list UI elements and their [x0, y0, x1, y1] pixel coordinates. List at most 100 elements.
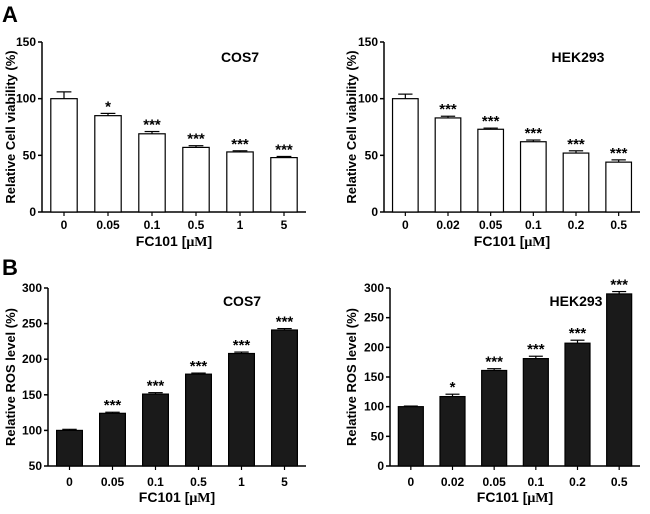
x-tick-label: 0: [402, 218, 409, 232]
bar: [98, 412, 126, 467]
y-tick-label: 0: [29, 205, 36, 219]
x-tick-label: 0.5: [188, 218, 205, 232]
significance-label: ***: [276, 314, 294, 331]
y-axis-label: Relative Cell viability (%): [344, 50, 359, 203]
x-axis-label: FC101 [μM]: [139, 489, 215, 506]
bar: [271, 329, 299, 467]
panel-label-b: B: [2, 255, 18, 280]
y-tick-label: 50: [29, 459, 43, 473]
chart-title: HEK293: [552, 49, 605, 65]
y-tick-label: 150: [16, 35, 36, 49]
x-axis-label-prefix: FC101 [: [136, 233, 187, 249]
chart-title: COS7: [221, 49, 259, 65]
bar: [185, 373, 213, 467]
bar: [391, 98, 419, 213]
x-tick-label: 0.02: [441, 475, 465, 489]
bar: [605, 161, 633, 213]
significance-label: ***: [567, 136, 585, 153]
y-tick-label: 250: [22, 317, 42, 331]
x-axis-label-suffix: ]: [549, 489, 554, 505]
bar: [270, 157, 298, 213]
bar: [397, 406, 424, 467]
x-tick-label: 0.05: [479, 218, 503, 232]
y-tick-label: 100: [16, 92, 36, 106]
significance-label: ***: [190, 358, 208, 375]
y-tick-label: 0: [377, 459, 384, 473]
significance-label: *: [450, 379, 456, 396]
chart-1: 0 50 100 150 0 0.05 * 0.1 *** 0.5 *** 1 *** 5 *** COS7 F…: [3, 35, 306, 250]
x-axis-label-suffix: ]: [546, 233, 551, 249]
x-tick-label: 0.1: [144, 218, 161, 232]
x-tick-label: 5: [281, 218, 288, 232]
x-axis-label: FC101 [μM]: [474, 233, 550, 250]
bar: [142, 393, 170, 467]
significance-label: ***: [610, 277, 628, 294]
y-tick-label: 150: [22, 388, 42, 402]
x-tick-label: 0: [66, 475, 73, 489]
significance-label: ***: [104, 397, 122, 414]
chart-title: COS7: [223, 293, 261, 309]
y-tick-label: 50: [365, 148, 379, 162]
bar: [606, 293, 633, 467]
x-axis-label-prefix: FC101 [: [139, 489, 190, 505]
x-axis-label: FC101 [μM]: [477, 489, 553, 506]
x-tick-label: 0.2: [568, 218, 585, 232]
y-tick-label: 300: [364, 281, 384, 295]
y-tick-label: 50: [23, 148, 37, 162]
x-tick-label: 0.1: [147, 475, 164, 489]
x-tick-label: 0.2: [569, 475, 586, 489]
bar: [50, 98, 78, 213]
significance-label: ***: [187, 131, 205, 148]
x-axis-label-suffix: ]: [208, 233, 213, 249]
x-axis-label-unit: μM: [189, 491, 210, 506]
x-tick-label: 0.1: [525, 218, 542, 232]
y-axis-label: Relative ROS level (%): [3, 308, 18, 446]
y-tick-label: 300: [22, 281, 42, 295]
significance-label: ***: [482, 113, 500, 130]
x-tick-label: 0.05: [96, 218, 120, 232]
y-tick-label: 150: [364, 370, 384, 384]
significance-label: ***: [525, 125, 543, 142]
bar: [138, 133, 166, 213]
y-axis-label: Relative ROS level (%): [344, 308, 359, 446]
chart-title: HEK293: [550, 293, 603, 309]
bar: [55, 429, 83, 467]
x-tick-label: 1: [237, 218, 244, 232]
y-axis-label: Relative Cell viability (%): [3, 50, 18, 203]
y-tick-label: 50: [371, 429, 385, 443]
y-tick-label: 100: [22, 423, 42, 437]
significance-label: ***: [569, 325, 587, 342]
significance-label: ***: [231, 136, 249, 153]
y-tick-label: 100: [358, 92, 378, 106]
y-tick-label: 150: [358, 35, 378, 49]
significance-label: ***: [610, 145, 628, 162]
bar: [226, 151, 254, 213]
x-tick-label: 0: [61, 218, 68, 232]
y-tick-label: 100: [364, 400, 384, 414]
y-tick-label: 250: [364, 311, 384, 325]
bar: [519, 141, 547, 213]
significance-label: ***: [147, 378, 165, 395]
x-axis-label-suffix: ]: [211, 489, 216, 505]
y-tick-label: 200: [22, 352, 42, 366]
significance-label: ***: [439, 101, 457, 118]
bar: [182, 146, 210, 213]
significance-label: ***: [275, 141, 293, 158]
x-axis-label-prefix: FC101 [: [474, 233, 525, 249]
x-tick-label: 0.1: [527, 475, 544, 489]
x-axis-label-unit: μM: [186, 235, 207, 250]
x-tick-label: 0: [407, 475, 414, 489]
bar: [562, 152, 590, 213]
significance-label: ***: [527, 341, 545, 358]
x-axis-label: FC101 [μM]: [136, 233, 212, 250]
bar: [477, 128, 505, 213]
panel-label-a: A: [2, 2, 18, 27]
significance-label: ***: [485, 354, 503, 371]
x-axis-label-unit: μM: [524, 235, 545, 250]
bar: [564, 342, 591, 467]
significance-label: *: [105, 98, 111, 115]
chart-3: 50 100 150 200 250 300 0 0.05 *** 0.1 *** 0.5 *** 1 **…: [3, 281, 306, 506]
bar: [439, 395, 466, 467]
bar: [94, 115, 122, 213]
